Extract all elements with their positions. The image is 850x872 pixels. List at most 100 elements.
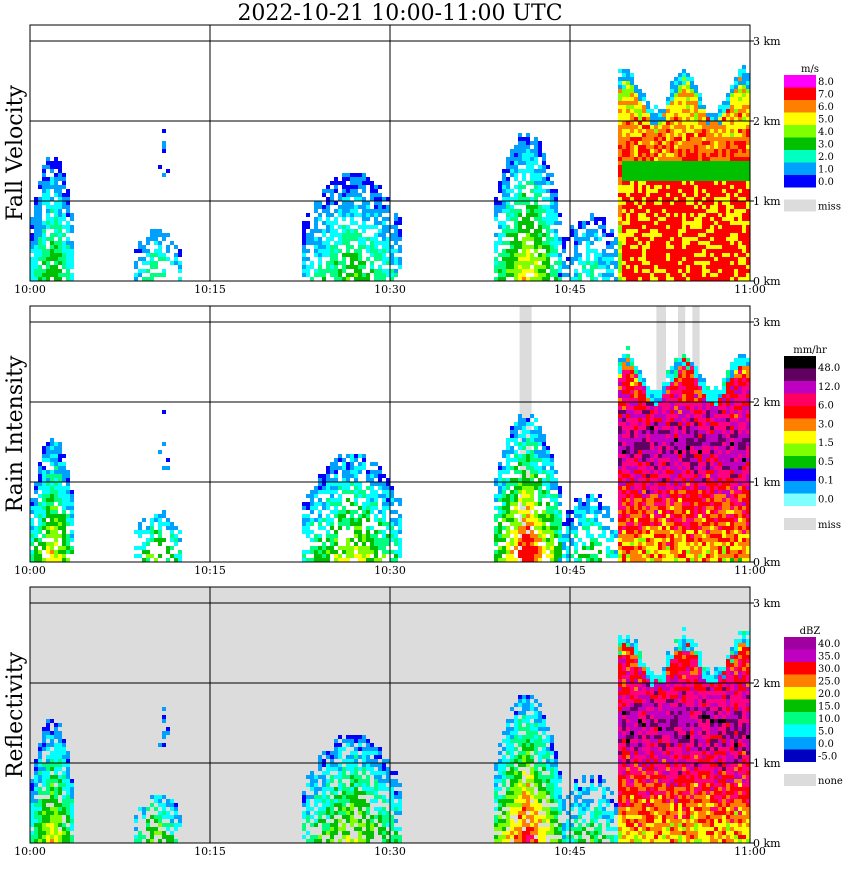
echo-cell: [626, 494, 630, 498]
echo-cell: [626, 257, 630, 261]
echo-cell: [742, 261, 746, 265]
echo-cell: [502, 269, 506, 273]
echo-cell: [142, 257, 146, 261]
echo-cell: [682, 221, 686, 225]
echo-cell: [674, 518, 678, 522]
echo-cell: [638, 398, 642, 402]
echo-cell: [638, 249, 642, 253]
echo-cell: [578, 518, 582, 522]
echo-cell: [674, 466, 678, 470]
echo-cell: [646, 438, 650, 442]
echo-cell: [622, 185, 626, 189]
echo-cell: [646, 534, 650, 538]
echo-cell: [670, 478, 674, 482]
echo-cell: [526, 438, 530, 442]
echo-cell: [714, 221, 718, 225]
echo-cell: [62, 538, 66, 542]
echo-cell: [34, 510, 38, 514]
echo-cell: [46, 510, 50, 514]
echo-cell: [546, 526, 550, 530]
echo-cell: [342, 197, 346, 201]
echo-cell: [682, 506, 686, 510]
echo-cell: [622, 510, 626, 514]
echo-cell: [646, 558, 650, 562]
echo-cell: [366, 518, 370, 522]
echo-cell: [654, 189, 658, 193]
echo-cell: [518, 145, 522, 149]
echo-cell: [698, 277, 702, 281]
echo-cell: [674, 498, 678, 502]
echo-cell: [638, 121, 642, 125]
echo-cell: [506, 265, 510, 269]
echo-cell: [650, 209, 654, 213]
echo-cell: [726, 169, 730, 173]
echo-cell: [58, 466, 62, 470]
echo-cell: [658, 398, 662, 402]
echo-cell: [538, 245, 542, 249]
echo-cell: [302, 245, 306, 249]
echo-cell: [682, 273, 686, 277]
echo-cell: [574, 506, 578, 510]
echo-cell: [730, 217, 734, 221]
echo-cell: [682, 514, 686, 518]
echo-cell: [626, 414, 630, 418]
echo-cell: [666, 253, 670, 257]
echo-cell: [562, 249, 566, 253]
echo-cell: [362, 173, 366, 177]
echo-cell: [334, 482, 338, 486]
echo-cell: [634, 450, 638, 454]
echo-cell: [730, 177, 734, 181]
echo-cell: [694, 173, 698, 177]
echo-cell: [674, 510, 678, 514]
echo-cell: [634, 105, 638, 109]
echo-cell: [722, 149, 726, 153]
echo-cell: [178, 554, 182, 558]
echo-cell: [710, 265, 714, 269]
echo-cell: [550, 205, 554, 209]
echo-cell: [638, 229, 642, 233]
echo-cell: [382, 534, 386, 538]
echo-cell: [650, 514, 654, 518]
echo-cell: [686, 133, 690, 137]
echo-cell: [718, 249, 722, 253]
echo-cell: [62, 253, 66, 257]
echo-cell: [698, 97, 702, 101]
echo-cell: [634, 526, 638, 530]
echo-cell: [622, 426, 626, 430]
echo-cell: [694, 101, 698, 105]
echo-cell: [650, 269, 654, 273]
echo-cell: [498, 514, 502, 518]
echo-cell: [374, 269, 378, 273]
echo-cell: [726, 129, 730, 133]
echo-cell: [618, 157, 622, 161]
echo-cell: [50, 526, 54, 530]
echo-cell: [526, 217, 530, 221]
echo-cell: [646, 177, 650, 181]
echo-cell: [366, 213, 370, 217]
echo-cell: [54, 474, 58, 478]
echo-cell: [634, 253, 638, 257]
echo-cell: [622, 225, 626, 229]
echo-cell: [662, 450, 666, 454]
echo-cell: [62, 554, 66, 558]
echo-cell: [634, 153, 638, 157]
echo-cell: [338, 514, 342, 518]
echo-cell: [714, 149, 718, 153]
echo-cell: [146, 526, 150, 530]
colorbar-label: 8.0: [818, 77, 834, 88]
echo-cell: [662, 490, 666, 494]
echo-cell: [734, 117, 738, 121]
echo-cell: [362, 466, 366, 470]
echo-cell: [650, 249, 654, 253]
echo-cell: [666, 374, 670, 378]
echo-cell: [358, 245, 362, 249]
echo-cell: [530, 438, 534, 442]
echo-cell: [670, 514, 674, 518]
echo-cell: [722, 209, 726, 213]
echo-cell: [662, 558, 666, 562]
echo-cell: [634, 434, 638, 438]
echo-cell: [630, 522, 634, 526]
echo-cell: [654, 165, 658, 169]
echo-cell: [534, 157, 538, 161]
